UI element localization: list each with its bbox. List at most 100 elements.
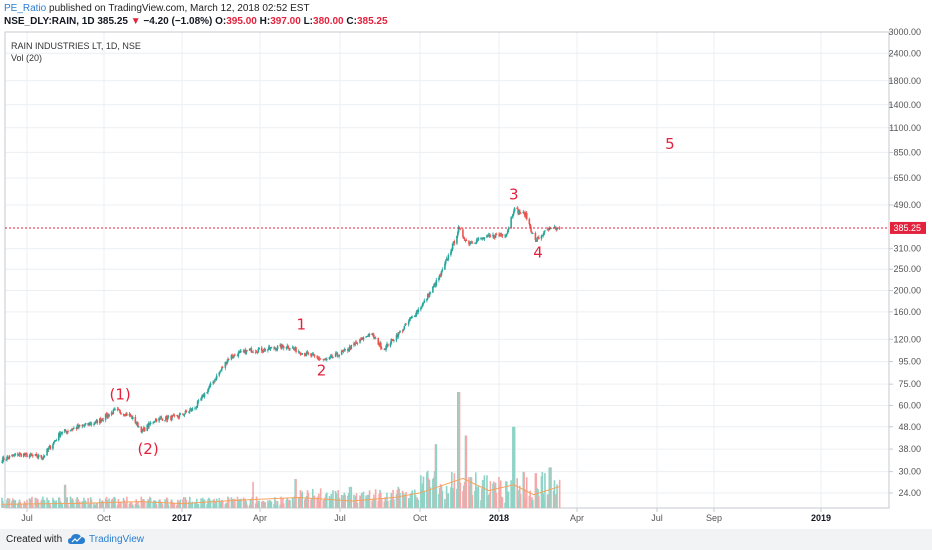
- volume-bar: [322, 500, 325, 508]
- candle-body: [481, 238, 483, 239]
- candle-body: [554, 226, 557, 228]
- volume-bar: [5, 504, 7, 508]
- volume-bar: [459, 482, 462, 508]
- volume-bar: [310, 499, 312, 508]
- candle-body: [17, 453, 19, 456]
- candle-body: [24, 453, 27, 456]
- candle-body: [391, 339, 393, 340]
- volume-bar: [435, 444, 438, 508]
- volume-bar: [24, 502, 27, 508]
- candle-body: [440, 271, 443, 276]
- time-tick-label: Sep: [706, 513, 722, 523]
- volume-bar: [506, 491, 509, 508]
- volume-bar: [191, 501, 194, 508]
- candle-body: [270, 347, 273, 349]
- candle-body: [58, 433, 61, 437]
- candle-body: [439, 275, 442, 276]
- candle-body: [469, 242, 471, 245]
- volume-bar: [404, 494, 407, 508]
- volume-bar: [128, 503, 131, 508]
- candle-body: [269, 348, 272, 350]
- price-chart[interactable]: 3000.00 2400.00 1800.00 1400.00 1100.00 850.0…: [0, 0, 932, 529]
- candle-body: [495, 234, 498, 236]
- candle-body: [304, 353, 306, 356]
- candle-body: [535, 240, 538, 242]
- volume-bar: [250, 504, 253, 508]
- price-tick-label: 1800.00: [888, 76, 921, 86]
- volume-bar: [542, 493, 544, 508]
- candle-body: [456, 232, 459, 236]
- candle-body: [282, 344, 284, 347]
- volume-bar: [158, 500, 160, 508]
- volume-bar: [262, 501, 265, 508]
- candle-body: [434, 283, 437, 286]
- candle-body: [480, 238, 482, 239]
- volume-bar: [83, 500, 86, 508]
- volume-bar: [112, 500, 115, 508]
- volume-bar: [261, 500, 264, 508]
- volume-bar: [405, 491, 407, 508]
- volume-bar: [292, 502, 295, 508]
- candle-body: [207, 389, 209, 393]
- candle-body: [54, 440, 57, 441]
- wave-label: 4: [533, 243, 543, 261]
- volume-bar: [280, 496, 282, 508]
- candle-body: [87, 423, 89, 426]
- volume-bar: [130, 501, 132, 508]
- candle-body: [90, 423, 93, 425]
- candle-body: [413, 315, 416, 317]
- volume-bar: [123, 500, 126, 508]
- volume-bar: [295, 479, 297, 508]
- price-tick-label: 200.00: [893, 286, 921, 296]
- high-value: 397.00: [270, 16, 301, 27]
- volume-bar: [116, 504, 119, 508]
- candle-body: [67, 431, 69, 432]
- candle-body: [501, 234, 504, 236]
- candle-body: [511, 216, 513, 218]
- volume-bar: [354, 495, 357, 508]
- volume-bar: [195, 503, 197, 508]
- candle-body: [249, 348, 252, 350]
- close-value: 385.25: [356, 16, 388, 27]
- candle-body: [366, 336, 368, 337]
- tradingview-link[interactable]: TradingView: [89, 534, 145, 545]
- candle-body: [233, 354, 235, 357]
- candle-body: [318, 358, 321, 360]
- candle-body: [219, 370, 221, 373]
- volume-bar: [246, 504, 248, 508]
- volume-bar: [49, 504, 52, 508]
- candle-body: [99, 418, 102, 422]
- volume-bar: [140, 496, 143, 508]
- candle-body: [380, 348, 383, 350]
- candle-body: [313, 355, 316, 357]
- candle-body: [505, 235, 507, 237]
- volume-bar: [17, 503, 19, 508]
- candle-body: [189, 410, 191, 412]
- candle-body: [531, 231, 533, 234]
- candle-body: [112, 409, 115, 415]
- volume-bar: [353, 501, 356, 508]
- volume-bar: [219, 501, 221, 508]
- volume-bar: [342, 495, 345, 508]
- volume-bar: [251, 497, 253, 508]
- volume-bar: [316, 497, 318, 508]
- candle-body: [538, 237, 540, 239]
- volume-bar: [393, 499, 395, 508]
- candle-body: [500, 234, 503, 236]
- candle-body: [256, 351, 259, 353]
- candle-body: [111, 412, 114, 415]
- volume-bar: [20, 504, 22, 508]
- volume-bar: [146, 501, 149, 508]
- volume-bar: [528, 495, 531, 508]
- volume-legend: Vol (20): [11, 53, 43, 63]
- candle-body: [261, 351, 264, 352]
- volume-bar: [159, 499, 161, 508]
- volume-bar: [59, 501, 62, 508]
- volume-bar: [317, 496, 319, 508]
- candle-body: [77, 425, 79, 428]
- author-link[interactable]: PE_Ratio: [4, 3, 47, 14]
- candle-body: [522, 211, 525, 214]
- volume-bar: [67, 504, 69, 508]
- volume-bar: [132, 504, 134, 508]
- candle-body: [476, 239, 479, 241]
